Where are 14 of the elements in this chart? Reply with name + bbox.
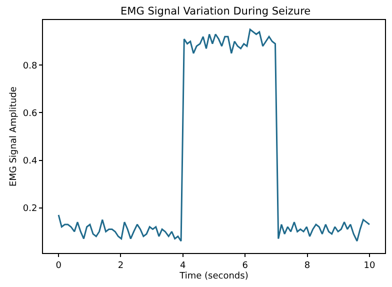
x-axis-title: Time (seconds) bbox=[178, 272, 248, 282]
y-tick-label: 0.6 bbox=[22, 108, 38, 119]
y-axis-title: EMG Signal Amplitude bbox=[9, 86, 20, 186]
x-tick-label: 0 bbox=[56, 260, 62, 271]
line-series bbox=[58, 28, 370, 242]
y-tick-label: 0.4 bbox=[22, 156, 38, 166]
y-tick-label: 0.8 bbox=[22, 61, 38, 72]
x-tick-label: 8 bbox=[304, 260, 310, 271]
x-tick-label: 4 bbox=[180, 260, 186, 271]
chart-title: EMG Signal Variation During Seizure bbox=[120, 6, 311, 18]
x-tick-label: 2 bbox=[118, 260, 124, 271]
x-tick-label: 6 bbox=[242, 260, 248, 271]
x-tick-label: 10 bbox=[364, 260, 376, 271]
y-tick-label: 0.2 bbox=[22, 204, 38, 214]
